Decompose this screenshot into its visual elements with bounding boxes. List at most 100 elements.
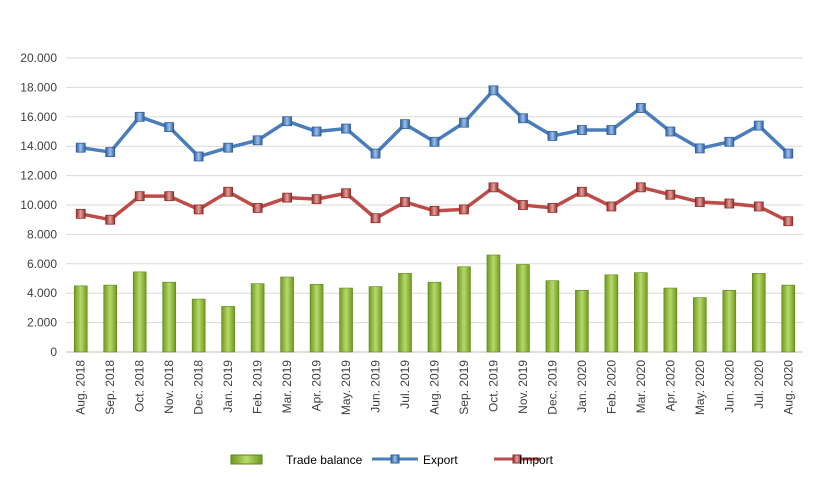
x-tick-label: Jan. 2019 (221, 360, 235, 413)
legend-swatch-trade-balance (230, 454, 263, 465)
bar-trade-balance (427, 281, 442, 353)
bar-trade-balance (545, 280, 560, 353)
point-import (134, 191, 145, 202)
bar-trade-balance (309, 284, 324, 353)
x-tick-label: Apr. 2020 (663, 360, 677, 412)
legend-label-export: Export (423, 453, 458, 467)
point-import (694, 197, 705, 207)
legend-label-trade-balance: Trade balance (286, 453, 363, 467)
point-export (429, 136, 440, 147)
point-import (105, 214, 116, 225)
x-tick-label: Oct. 2019 (486, 360, 500, 412)
point-export (488, 85, 499, 96)
x-tick-label: Aug. 2019 (428, 360, 442, 415)
x-tick-label: Apr. 2019 (310, 360, 324, 412)
point-export (193, 151, 204, 162)
point-export (105, 147, 116, 157)
point-import (753, 201, 764, 212)
y-tick-label: 14.000 (20, 139, 57, 153)
point-import (547, 203, 558, 213)
point-import (606, 201, 617, 212)
x-tick-label: Aug. 2018 (74, 360, 88, 415)
x-tick-label: Sep. 2019 (457, 360, 471, 415)
point-import (370, 213, 381, 224)
point-export (400, 119, 410, 130)
y-tick-label: 20.000 (20, 51, 57, 65)
point-import (341, 188, 351, 199)
bar-trade-balance (162, 281, 176, 353)
point-export (577, 125, 587, 135)
point-export (134, 111, 145, 122)
x-tick-label: Jul. 2019 (398, 360, 412, 409)
y-tick-label: 4.000 (27, 286, 57, 300)
point-import (223, 186, 234, 197)
legend-item-export: Export (372, 453, 458, 467)
point-export (665, 126, 676, 137)
point-import (635, 182, 646, 193)
bar-trade-balance (103, 284, 118, 353)
point-import (459, 204, 469, 215)
x-tick-label: Feb. 2020 (604, 360, 618, 414)
y-tick-label: 16.000 (20, 110, 57, 124)
legend: Trade balance Export Import (230, 453, 554, 467)
point-export (75, 142, 86, 153)
point-export (311, 126, 322, 137)
bar-trade-balance (280, 276, 294, 353)
point-import (75, 208, 86, 219)
x-tick-label: Jul. 2020 (752, 360, 766, 409)
series-lines (75, 85, 794, 227)
x-tick-label: May. 2019 (339, 360, 353, 415)
x-tick-label: Aug. 2020 (781, 360, 795, 415)
bar-trade-balance (516, 264, 530, 353)
bar-trade-balance (604, 274, 619, 353)
y-tick-label: 0 (50, 345, 57, 359)
bar-trade-balance (368, 286, 383, 353)
point-import (518, 200, 528, 210)
legend-marker-import (512, 454, 522, 464)
point-import (488, 182, 499, 193)
bar-trade-balance (191, 298, 206, 353)
y-tick-label: 18.000 (20, 80, 57, 94)
point-export (783, 148, 794, 159)
x-tick-label: May. 2020 (693, 360, 707, 415)
bar-trade-balance (73, 285, 88, 353)
bar-trade-balance (634, 272, 648, 353)
legend-marker-export (390, 454, 400, 464)
point-import (724, 198, 735, 209)
x-tick-label: Jun. 2019 (369, 360, 383, 413)
bar-trade-balance (781, 284, 796, 353)
x-tick-label: Sep. 2018 (103, 360, 117, 415)
point-export (753, 120, 764, 131)
point-export (694, 143, 705, 154)
point-import (665, 189, 676, 200)
point-export (341, 123, 351, 134)
point-import (193, 204, 204, 215)
x-tick-label: Feb. 2019 (251, 360, 265, 414)
bar-trade-balance (221, 306, 235, 353)
x-tick-label: Nov. 2018 (162, 360, 176, 414)
x-tick-label: Mar. 2019 (280, 360, 294, 414)
x-tick-label: Nov. 2019 (516, 360, 530, 414)
bar-trade-balance (339, 287, 353, 353)
bar-trade-balance (693, 297, 707, 353)
bar-trade-balance (663, 287, 678, 353)
x-tick-label: Mar. 2020 (634, 360, 648, 414)
point-import (577, 186, 587, 197)
y-tick-label: 8.000 (27, 227, 57, 241)
bar-trade-balance (751, 273, 766, 353)
point-import (252, 203, 263, 213)
x-tick-label: Dec. 2019 (545, 360, 559, 415)
y-tick-label: 6.000 (27, 257, 57, 271)
point-import (783, 216, 794, 227)
bar-trade-balance (132, 271, 147, 353)
y-tick-label: 12.000 (20, 169, 57, 183)
bar-trade-balance (457, 266, 471, 353)
point-export (370, 148, 381, 159)
legend-item-import: Import (494, 453, 554, 467)
line-import (80, 185, 790, 223)
point-export (724, 136, 735, 147)
point-export (518, 113, 528, 124)
bar-trade-balance (575, 289, 589, 353)
bar-trade-balance (486, 254, 501, 353)
